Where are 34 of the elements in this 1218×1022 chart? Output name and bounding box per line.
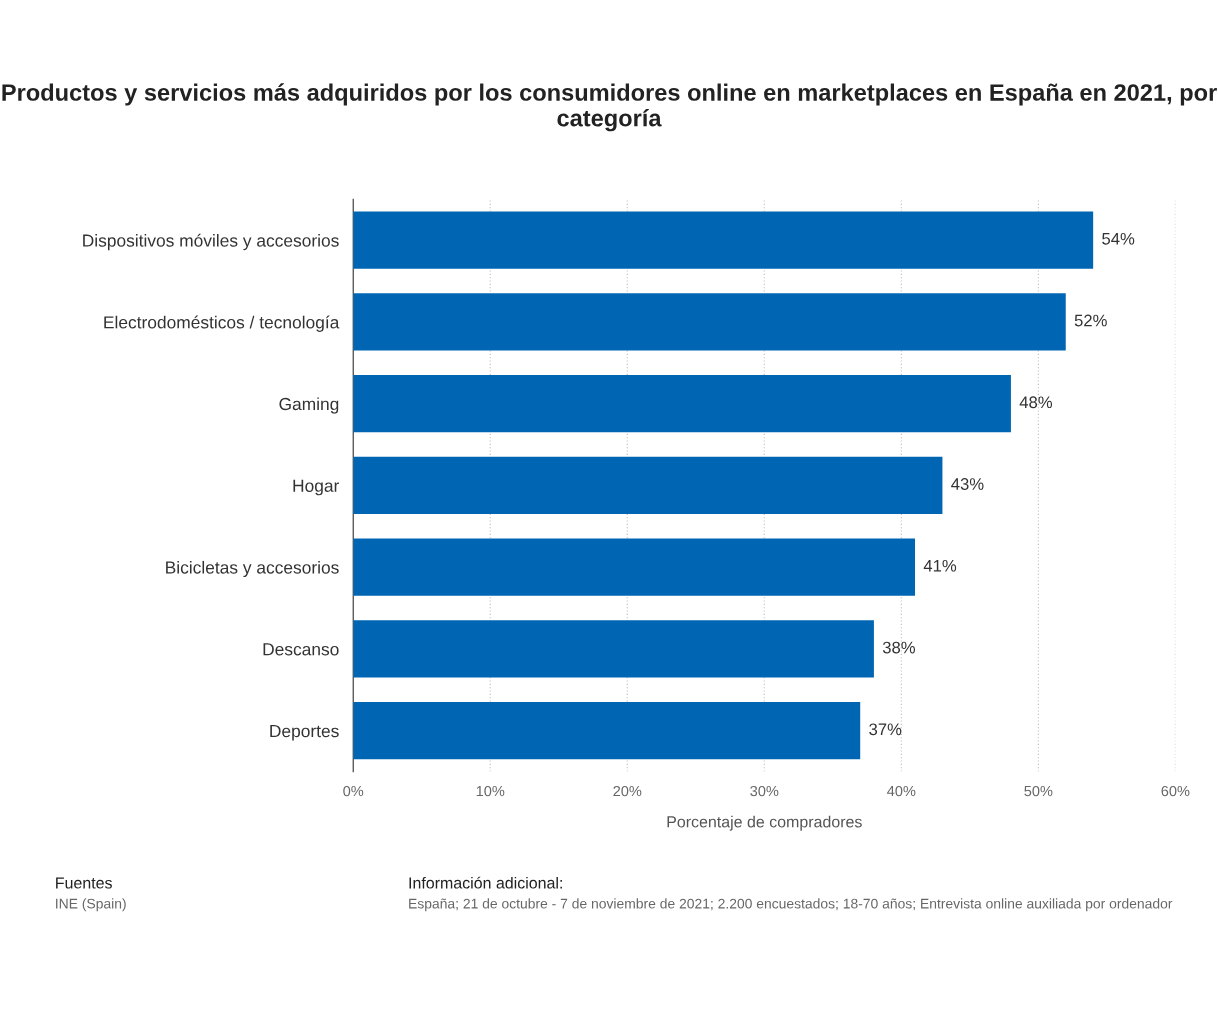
chart-title: Productos y servicios más adquiridos por los consumidores online en marketplaces en España en 2021, por categoría xyxy=(2,83,1217,132)
bar xyxy=(353,456,943,515)
bar xyxy=(353,702,861,760)
data-label: 52% xyxy=(1074,314,1107,327)
bar xyxy=(353,620,874,678)
data-label: 43% xyxy=(951,478,984,490)
text: Información adicional: xyxy=(409,876,562,889)
y-tick-label: Bicicletas y accesorios xyxy=(166,560,339,578)
x-tick-label: 40% xyxy=(887,785,916,797)
x-tick-label: 60% xyxy=(1161,785,1190,797)
text: INE (Spain) xyxy=(56,898,126,912)
y-tick-label: Electrodomésticos / tecnología xyxy=(104,315,340,332)
y-tick-label: Deportes xyxy=(270,725,339,741)
y-tick-label: Gaming xyxy=(279,397,339,414)
data-label: 38% xyxy=(882,641,916,654)
x-tick-label: 20% xyxy=(613,785,642,797)
data-label: 41% xyxy=(923,559,957,572)
bar xyxy=(353,538,916,596)
bar xyxy=(353,293,1066,351)
x-tick-label: 10% xyxy=(476,785,505,797)
text: Fuentes xyxy=(56,877,112,889)
bar xyxy=(353,211,1094,269)
data-label: 37% xyxy=(869,723,902,736)
x-tick-label: 30% xyxy=(750,785,779,797)
y-tick-label: Hogar xyxy=(293,479,340,496)
x-axis-title: Porcentaje de compradores xyxy=(667,815,862,831)
text: España; 21 de octubre - 7 de noviembre de 2021; 2.200 encuestados; 18-70 años; Entrevista online auxiliada por ordenador xyxy=(409,898,1173,912)
data-label: 48% xyxy=(1019,396,1053,409)
data-label: 54% xyxy=(1102,232,1135,245)
y-tick-label: Dispositivos móviles y accesorios xyxy=(83,233,339,251)
x-tick-label: 0% xyxy=(343,785,364,797)
x-tick-label: 50% xyxy=(1024,785,1053,797)
bar xyxy=(353,375,1011,433)
y-tick-label: Descanso xyxy=(263,643,339,656)
